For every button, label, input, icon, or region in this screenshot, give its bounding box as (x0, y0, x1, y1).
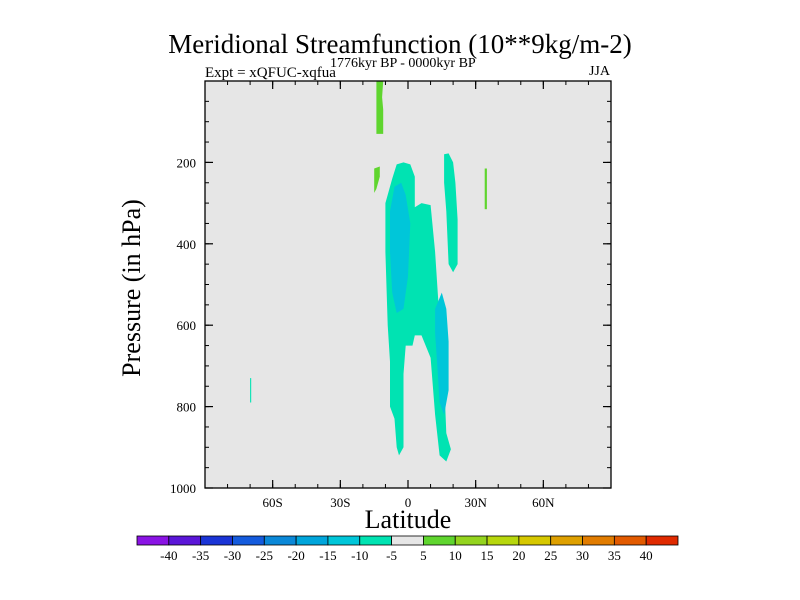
colorbar-box (136, 535, 170, 546)
contour-neg-5-upper-right-cell (444, 153, 458, 273)
colorbar-box (582, 535, 615, 546)
chart-title: Meridional Streamfunction (10**9kg/m-2) (168, 29, 632, 59)
colorbar-box (550, 535, 583, 546)
contour-pos-5-upper-bar (376, 81, 384, 134)
colorbar-box (645, 535, 679, 546)
season-label: JJA (588, 64, 610, 79)
x-axis-ticks: 60S 30S 0 30N 60N (263, 81, 555, 510)
colorbar-box (200, 535, 233, 546)
colorbar-label: 15 (481, 548, 494, 563)
colorbar-box (232, 535, 265, 546)
colorbar-label: 35 (608, 548, 621, 563)
y-axis-ticks: 200 400 600 800 1000 (170, 155, 611, 496)
contour-regions (205, 81, 611, 488)
colorbar-labels: -40 -35 -30 -25 -20 -15 -10 -5 5 10 15 20 25 30 35 40 (160, 548, 653, 563)
colorbar-box (486, 535, 520, 546)
colorbar-box (263, 535, 297, 546)
colorbar-box (295, 535, 329, 546)
colorbar-label: 30 (576, 548, 589, 563)
colorbar-box (423, 535, 456, 546)
y-tick-label: 600 (177, 318, 197, 333)
colorbar-label: 20 (512, 548, 525, 563)
colorbar-box (391, 535, 424, 546)
y-tick-label: 1000 (170, 481, 196, 496)
colorbar-box (327, 535, 361, 546)
x-tick-label: 30N (464, 495, 487, 510)
colorbar-label: -25 (256, 548, 273, 563)
colorbar-label: -35 (192, 548, 209, 563)
y-tick-label: 200 (177, 155, 197, 170)
colorbar-box (359, 535, 392, 546)
period-label: 1776kyr BP - 0000kyr BP (330, 56, 476, 71)
colorbar-box (454, 535, 488, 546)
colorbar-label: 40 (640, 548, 653, 563)
contour-neg-10-core-upper (390, 182, 411, 313)
contour-pos-5-thin-line (484, 168, 487, 210)
colorbar-label: -30 (224, 548, 241, 563)
y-tick-label: 400 (177, 237, 197, 252)
y-tick-label: 800 (177, 400, 197, 415)
x-axis-label: Latitude (365, 505, 452, 534)
colorbar (136, 535, 679, 546)
colorbar-label: 5 (420, 548, 427, 563)
contour-neg-10-core-lower (435, 292, 449, 415)
y-axis-label: Pressure (in hPa) (117, 199, 146, 377)
colorbar-label: -20 (287, 548, 304, 563)
colorbar-box (613, 535, 647, 546)
colorbar-box (168, 535, 202, 546)
colorbar-label: 10 (449, 548, 462, 563)
colorbar-label: -5 (386, 548, 397, 563)
x-tick-label: 0 (405, 495, 412, 510)
colorbar-label: -10 (351, 548, 368, 563)
experiment-label: Expt = xQFUC-xqfua (205, 65, 336, 81)
x-tick-label: 30S (330, 495, 350, 510)
colorbar-label: -15 (319, 548, 336, 563)
colorbar-box (518, 535, 552, 546)
x-tick-label: 60S (263, 495, 283, 510)
x-tick-label: 60N (532, 495, 555, 510)
colorbar-label: -40 (160, 548, 177, 563)
contour-pos-5-small-spot (374, 166, 380, 193)
colorbar-label: 25 (544, 548, 557, 563)
contour-neg-5-spot-south (250, 378, 252, 403)
